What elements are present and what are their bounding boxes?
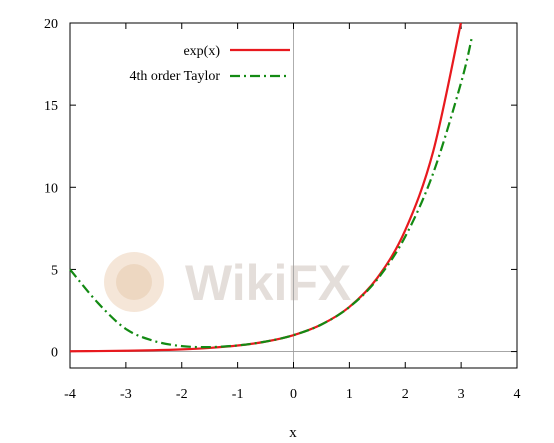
x-tick-label: -3 xyxy=(120,387,132,402)
x-tick-label: 4 xyxy=(514,387,521,402)
series-line-taylor xyxy=(69,35,474,349)
legend: exp(x) 4th order Taylor xyxy=(129,44,290,84)
y-tick-label: 5 xyxy=(51,263,58,278)
y-tick-label: 10 xyxy=(44,181,58,196)
y-tick-label: 15 xyxy=(44,99,58,114)
x-tick-label: 0 xyxy=(290,387,297,402)
x-tick-label: 1 xyxy=(346,387,353,402)
y-tick-label: 0 xyxy=(51,346,58,361)
watermark: WikiFX xyxy=(104,252,351,312)
x-tick-label: -1 xyxy=(232,387,244,402)
x-tick-label: -2 xyxy=(176,387,188,402)
legend-label-exp: exp(x) xyxy=(183,44,220,59)
legend-label-taylor: 4th order Taylor xyxy=(129,69,220,84)
x-tick-label: 3 xyxy=(458,387,465,402)
y-ticks: 0 5 10 15 20 xyxy=(44,17,517,361)
watermark-logo-inner xyxy=(116,264,152,300)
x-axis-title: x xyxy=(289,425,297,441)
x-tick-label: 2 xyxy=(402,387,409,402)
watermark-text: WikiFX xyxy=(185,255,351,311)
x-tick-label: -4 xyxy=(64,387,76,402)
series-line-exp xyxy=(69,22,462,353)
y-tick-label: 20 xyxy=(44,17,58,32)
